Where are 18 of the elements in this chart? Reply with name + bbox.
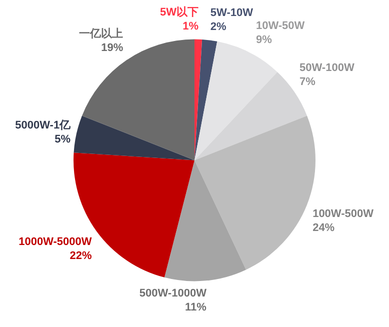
- data-label: 2%: [210, 21, 227, 34]
- data-label: 5%: [54, 134, 71, 146]
- slice-label: 1000W-5000W: [18, 236, 92, 248]
- slice-label: 5W-10W: [210, 7, 254, 20]
- slice-label: 100W-500W: [312, 208, 374, 220]
- data-label: 9%: [256, 34, 272, 46]
- data-label: 24%: [312, 222, 335, 234]
- data-label: 19%: [101, 42, 124, 54]
- slice-label: 50W-100W: [300, 62, 355, 74]
- slice-label: 10W-50W: [256, 20, 306, 32]
- slice-label: 5000W-1亿: [15, 120, 72, 132]
- data-label: 1%: [182, 20, 199, 32]
- slice-label: 5W以下: [160, 5, 198, 18]
- data-label: 11%: [185, 302, 207, 314]
- data-label: 22%: [70, 250, 92, 262]
- slice-label: 一亿以上: [79, 27, 124, 40]
- data-label: 7%: [300, 76, 316, 88]
- slice-label: 500W-1000W: [139, 288, 208, 300]
